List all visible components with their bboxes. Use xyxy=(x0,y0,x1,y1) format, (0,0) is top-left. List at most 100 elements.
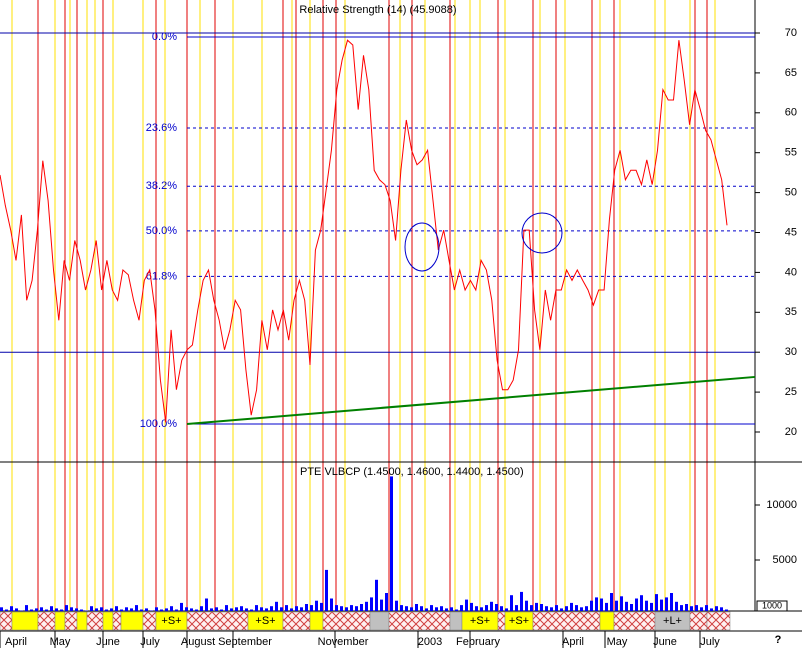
signal-segment xyxy=(37,611,56,631)
y-tick-label: 10000 xyxy=(766,499,797,511)
signal-segment xyxy=(369,611,390,631)
volume-bar xyxy=(535,602,538,611)
signal-segment xyxy=(11,611,39,631)
volume-bar xyxy=(335,605,338,611)
scale-label: 1000 xyxy=(762,600,782,610)
x-tick-label: July xyxy=(700,636,720,648)
volume-bar xyxy=(10,606,13,611)
x-tick-label: April xyxy=(5,636,27,648)
volume-bar xyxy=(500,606,503,611)
volume-bar xyxy=(215,607,218,611)
volume-bar xyxy=(370,597,373,611)
help-mark[interactable]: ? xyxy=(775,634,782,646)
chart-title: Relative Strength (14) (45.9088) xyxy=(299,4,456,16)
volume-bar xyxy=(380,599,383,611)
trend-line xyxy=(186,375,756,426)
signal-segment xyxy=(86,611,104,631)
volume-bar xyxy=(35,608,38,611)
volume-bar xyxy=(295,606,298,611)
volume-bar xyxy=(385,593,388,611)
volume-bar xyxy=(705,605,708,611)
volume-bar xyxy=(445,608,448,611)
x-tick-label: May xyxy=(50,636,71,648)
signal-segment xyxy=(497,611,506,631)
volume-bar xyxy=(205,598,208,611)
volume-bar xyxy=(175,609,178,611)
volume-bar xyxy=(425,608,428,611)
volume-bar xyxy=(515,605,518,611)
volume-bar xyxy=(325,569,328,611)
volume-bar xyxy=(505,608,508,611)
volume-bar xyxy=(95,608,98,611)
volume-bar xyxy=(0,607,3,611)
signal-segment xyxy=(706,611,731,631)
volume-bar xyxy=(165,608,168,611)
volume-bar xyxy=(265,608,268,611)
volume-bar xyxy=(115,606,118,611)
volume-bar xyxy=(140,609,143,611)
volume-bar xyxy=(595,597,598,611)
volume-bar xyxy=(225,605,228,611)
y-tick-label: 45 xyxy=(785,226,797,238)
signal-label: +S+ xyxy=(470,615,490,627)
annotation-circle xyxy=(521,212,563,254)
volume-bar xyxy=(610,593,613,611)
x-tick-label: November xyxy=(318,636,369,648)
volume-bar xyxy=(690,606,693,611)
signal-segment xyxy=(54,611,66,631)
fib-label: 0.0% xyxy=(152,31,177,43)
volume-bar xyxy=(170,606,173,611)
volume-bar xyxy=(65,605,68,611)
volume-bar xyxy=(90,606,93,611)
volume-bar xyxy=(350,605,353,611)
signal-segment xyxy=(309,611,324,631)
y-tick-label: 40 xyxy=(785,266,797,278)
volume-bar xyxy=(410,607,413,611)
volume-bar xyxy=(650,602,653,611)
y-tick-label: 50 xyxy=(785,187,797,199)
volume-bar xyxy=(235,607,238,611)
x-tick-label: September xyxy=(218,636,272,648)
volume-bar xyxy=(25,605,28,611)
volume-bar xyxy=(180,602,183,611)
volume-bar xyxy=(190,608,193,611)
volume-bar xyxy=(270,606,273,611)
volume-bar xyxy=(310,605,313,611)
signal-label: +S+ xyxy=(161,615,181,627)
volume-bar xyxy=(60,609,63,611)
volume-bar xyxy=(460,605,463,611)
volume-bar xyxy=(640,595,643,611)
volume-bar xyxy=(305,604,308,611)
signal-segment xyxy=(142,611,157,631)
volume-bar xyxy=(125,607,128,611)
signal-segment xyxy=(186,611,249,631)
y-tick-label: 65 xyxy=(785,67,797,79)
y-tick-label: 55 xyxy=(785,147,797,159)
volume-bar xyxy=(330,598,333,611)
volume-bar xyxy=(200,606,203,611)
volume-bar xyxy=(715,606,718,611)
volume-bar xyxy=(75,608,78,611)
signal-segment xyxy=(112,611,122,631)
volume-bar xyxy=(280,607,283,611)
volume-bar xyxy=(600,598,603,611)
volume-bar xyxy=(135,605,138,611)
volume-bar xyxy=(660,599,663,611)
volume-bar xyxy=(5,609,8,611)
signal-segment xyxy=(282,611,311,631)
volume-bar xyxy=(185,607,188,611)
volume-bar xyxy=(590,600,593,611)
volume-bar xyxy=(720,607,723,611)
volume-bar xyxy=(540,604,543,611)
volume-bar xyxy=(30,609,33,611)
volume-bar xyxy=(390,476,393,611)
volume-bar xyxy=(725,609,728,611)
volume-bar xyxy=(455,609,458,611)
fib-label: 23.6% xyxy=(146,122,177,134)
volume-bar xyxy=(485,605,488,611)
volume-bar xyxy=(240,606,243,611)
volume-bar xyxy=(340,606,343,611)
fib-label: 38.2% xyxy=(146,180,177,192)
signal-segment xyxy=(102,611,114,631)
